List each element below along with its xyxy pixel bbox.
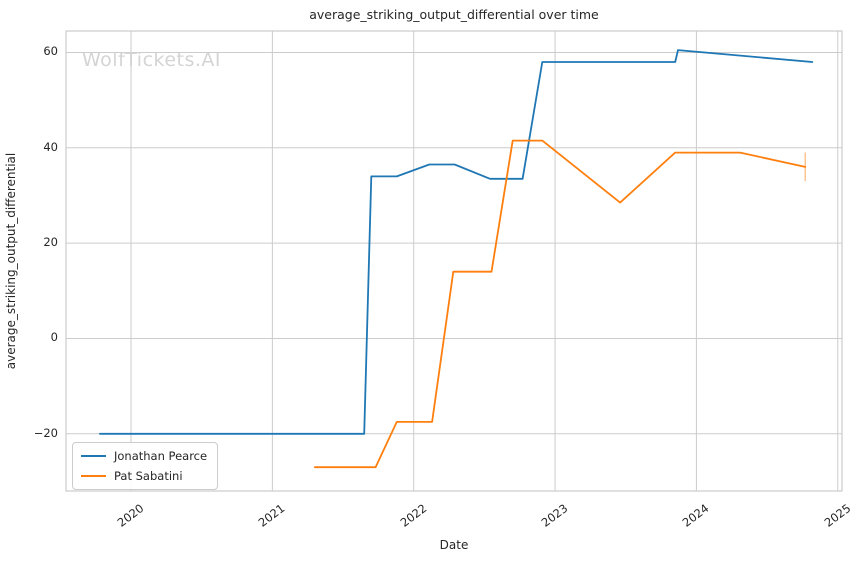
axes-border — [65, 30, 843, 492]
y-tick-label: 60 — [43, 44, 58, 59]
y-tick-label: 40 — [43, 139, 58, 154]
legend-entry: Pat Sabatini — [81, 468, 207, 485]
series-line — [99, 49, 814, 435]
watermark: WolfTickets.AI — [82, 49, 222, 71]
y-tick-label: 0 — [50, 330, 58, 345]
series-line — [313, 139, 807, 469]
legend-line-swatch — [81, 475, 106, 477]
y-tick-label: −20 — [33, 425, 58, 440]
legend-label: Jonathan Pearce — [114, 449, 208, 463]
chart-title: average_striking_output_differential ove… — [309, 7, 599, 22]
x-axis-label: Date — [439, 538, 469, 552]
legend-line-swatch — [81, 455, 106, 458]
legend: Jonathan Pearce Pat Sabatini — [72, 442, 219, 491]
y-tick-label: 20 — [43, 235, 58, 250]
legend-label: Pat Sabatini — [114, 468, 183, 483]
legend-entry: Jonathan Pearce — [81, 448, 207, 465]
